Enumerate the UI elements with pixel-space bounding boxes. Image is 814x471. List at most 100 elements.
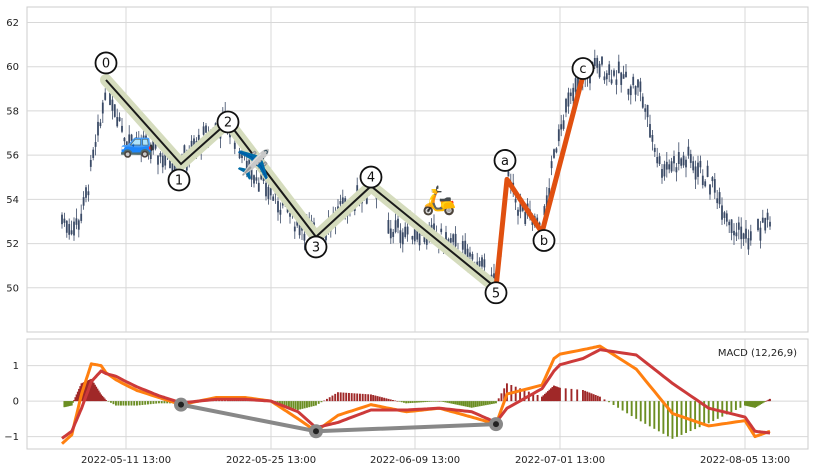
macd-histogram-bar <box>456 401 459 405</box>
macd-histogram-bar <box>476 401 479 407</box>
candle-body <box>716 198 719 204</box>
macd-histogram-bar <box>703 401 706 426</box>
candle-body <box>665 161 668 170</box>
candle-body <box>697 162 699 177</box>
candle-body <box>620 72 623 85</box>
candle-body <box>737 222 740 230</box>
candle-body <box>202 126 205 135</box>
macd-histogram-bar <box>556 386 558 402</box>
elliott-waves: 0 1 2 3 4 5 a b c <box>94 51 595 305</box>
macd-histogram-bar <box>745 401 748 406</box>
macd-histogram-bar <box>657 401 660 432</box>
macd-y-ticks: 1 0 −1 <box>4 361 19 443</box>
macd-histogram-bar <box>394 400 397 402</box>
macd-histogram-bar <box>364 394 367 402</box>
candle-body <box>711 177 714 182</box>
candle-body <box>123 137 126 142</box>
candle-body <box>742 233 745 239</box>
macd-histogram-bar <box>398 401 401 402</box>
macd-histogram-bar <box>495 401 497 404</box>
macd-histogram-bar <box>739 401 742 408</box>
macd-histogram-bar <box>122 401 125 406</box>
candle-body <box>749 231 752 241</box>
candle-body <box>766 212 769 220</box>
macd-histogram-bar <box>474 401 477 408</box>
macd-y-tick-label: 0 <box>13 397 19 408</box>
scooter-icon: 🛵 <box>422 183 457 216</box>
candle-body <box>449 238 452 243</box>
candle-body <box>171 163 174 175</box>
macd-histogram-bar <box>376 396 379 402</box>
macd-histogram-bar <box>488 401 491 405</box>
macd-histogram-bar <box>292 401 295 409</box>
macd-histogram-bar <box>599 396 601 402</box>
macd-histogram-bar <box>317 401 320 404</box>
macd-histogram-bar <box>326 398 328 402</box>
macd-histogram-bar <box>541 396 543 402</box>
macd-histogram-bar <box>432 401 435 402</box>
candle-body <box>589 72 591 84</box>
macd-histogram-bar <box>542 395 545 402</box>
macd-histogram-bar <box>112 401 115 405</box>
candle-body <box>464 240 467 254</box>
candle-body <box>82 197 85 206</box>
price-plot-area <box>26 6 809 333</box>
macd-histogram-bar <box>424 401 427 403</box>
macd-histogram-bar <box>103 398 106 402</box>
price-y-tick-label: 54 <box>6 195 19 206</box>
macd-histogram-bar <box>98 392 101 402</box>
macd-histogram-bar <box>334 393 337 402</box>
macd-histogram-bar <box>506 383 508 402</box>
wave-marker-a <box>493 149 517 172</box>
macd-histogram-bar <box>117 401 120 406</box>
macd-histogram-bar <box>725 401 728 415</box>
candle-body <box>670 161 673 172</box>
candle-body <box>289 213 291 217</box>
candle-body <box>704 181 707 187</box>
macd-line <box>60 344 771 445</box>
candle-body <box>293 226 296 232</box>
macd-histogram-bar <box>147 401 149 405</box>
macd-histogram-bar <box>144 401 147 405</box>
macd-histogram-bar <box>592 394 595 402</box>
impulse-wave-line <box>105 79 497 289</box>
candle-body <box>651 135 654 142</box>
macd-histogram-bar <box>323 400 326 402</box>
candle-body <box>85 187 87 198</box>
candle-body <box>725 213 728 222</box>
macd-histogram-bar <box>385 398 388 402</box>
candle-body <box>483 259 486 268</box>
candle-body <box>598 63 601 78</box>
macd-histogram-bar <box>442 401 445 402</box>
macd-histogram-bar <box>339 392 342 402</box>
candle-body <box>577 77 579 89</box>
candle-body <box>593 57 596 66</box>
candle-body <box>524 211 527 224</box>
macd-histogram-bar <box>389 399 392 402</box>
candle-body <box>764 218 767 231</box>
candle-body <box>565 98 567 113</box>
macd-histogram-bar <box>342 392 345 402</box>
macd-histogram-bar <box>422 401 424 403</box>
candle-body <box>80 213 83 221</box>
x-tick-label: 2022-05-11 13:00 <box>81 455 171 466</box>
candle-body <box>663 164 666 177</box>
macd-histogram-bar <box>127 401 130 406</box>
candle-body <box>469 252 471 257</box>
macd-histogram-bar <box>120 401 122 406</box>
price-y-tick-label: 62 <box>6 18 19 29</box>
macd-histogram-bar <box>290 401 293 408</box>
candle-body <box>387 219 390 234</box>
macd-histogram-bar <box>752 401 755 408</box>
candle-body <box>77 220 80 230</box>
candle-body <box>137 139 140 148</box>
candle-body <box>507 171 510 177</box>
candle-body <box>521 206 524 211</box>
macd-histogram-bar <box>472 401 475 408</box>
candle-body <box>111 99 114 111</box>
x-tick-label: 2022-05-25 13:00 <box>226 455 316 466</box>
macd-histogram-bar <box>378 396 381 402</box>
candle-body <box>608 64 611 75</box>
candle-body <box>269 188 272 196</box>
macd-histogram-bar <box>396 401 399 402</box>
